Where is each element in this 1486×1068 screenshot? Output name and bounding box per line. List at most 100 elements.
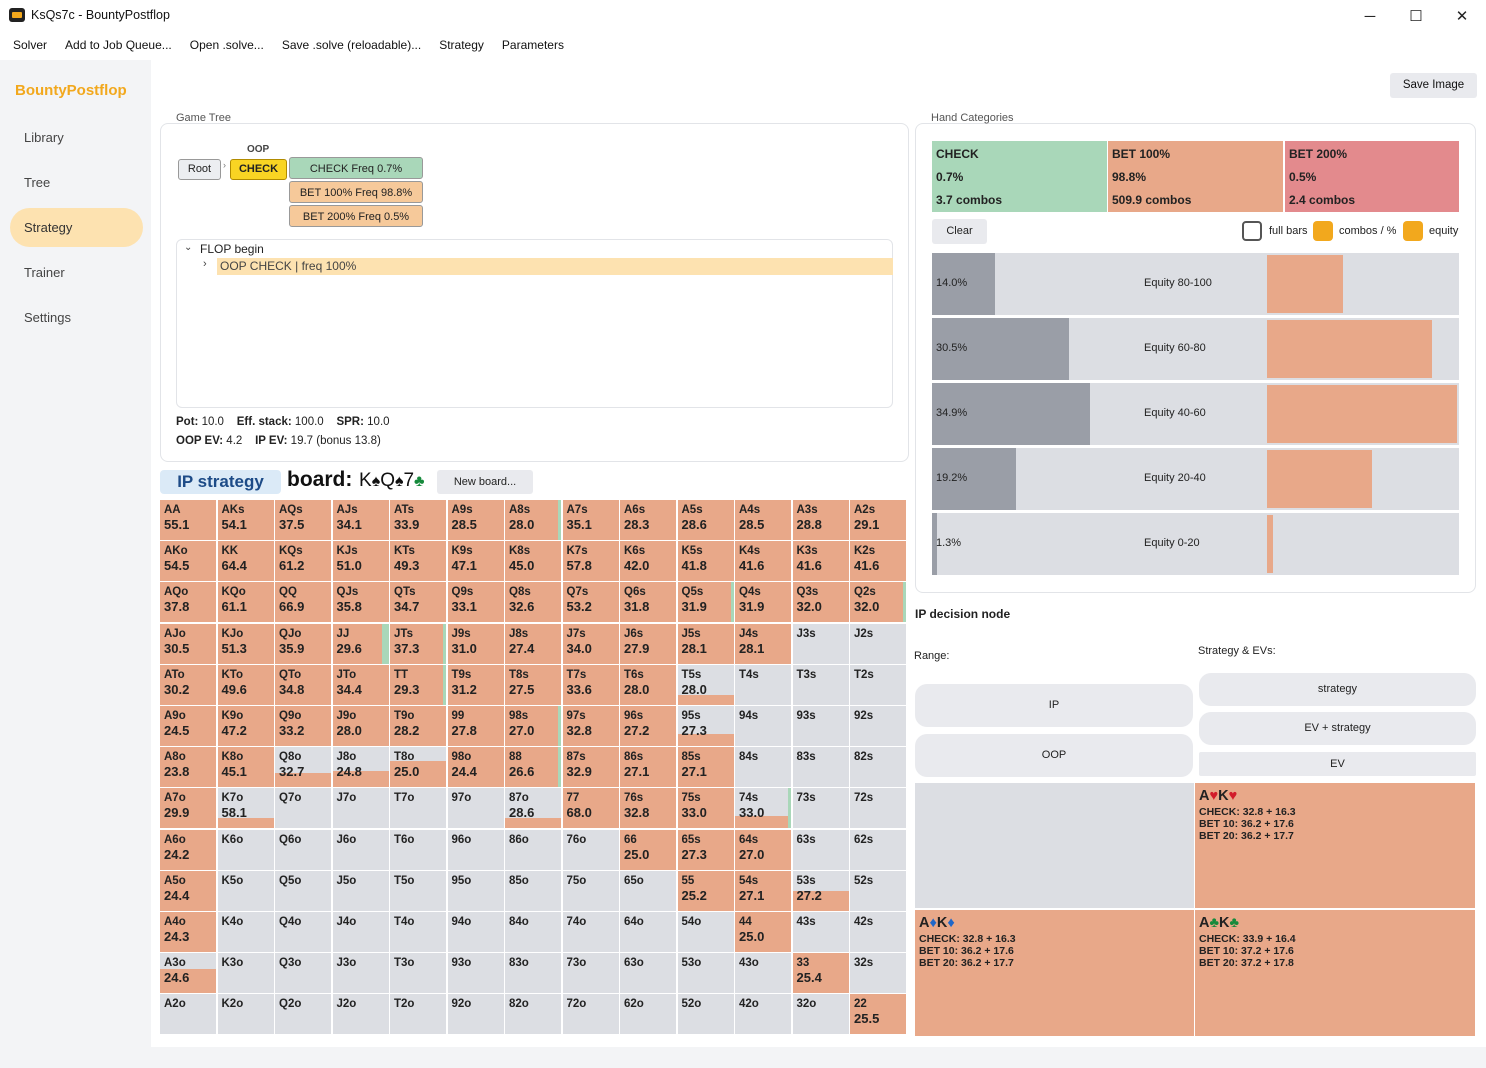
hand-cell[interactable]: K5s 41.8 [677,541,734,582]
hand-cell[interactable]: 72s [850,788,906,829]
combo-ackc[interactable]: A♣K♣ CHECK: 33.9 + 16.4 BET 10: 37.2 + 17… [1195,910,1475,1036]
minimize-button[interactable]: ─ [1364,7,1376,25]
sidebar-item-strategy[interactable]: Strategy [10,208,143,247]
hand-cell[interactable]: 99 27.8 [447,706,504,746]
hand-cell[interactable]: J7s 34.0 [562,623,619,664]
hand-cell[interactable]: 96o [447,829,504,870]
hand-cell[interactable]: 44 25.0 [735,912,791,952]
save-image-button[interactable]: Save Image [1390,73,1477,98]
hand-cell[interactable]: Q7o [275,788,331,829]
hand-cell[interactable]: T9s 31.2 [447,664,504,705]
hand-cell[interactable]: 64o [620,912,676,952]
hand-cell[interactable]: A3s 28.8 [792,500,849,540]
hand-cell[interactable]: K4o [217,912,274,952]
hand-cell[interactable]: T6s 28.0 [620,664,676,705]
equity-bucket-row[interactable]: 19.2% Equity 20-40 [932,448,1459,510]
hand-cell[interactable]: K6s 42.0 [620,541,676,582]
hand-cell[interactable]: J8s 27.4 [505,623,561,664]
hand-cell[interactable]: 52s [850,870,906,911]
hand-cell[interactable]: 74s 33.0 [735,788,791,829]
hand-cell[interactable]: AKo 54.5 [160,541,216,582]
hand-cell[interactable]: AKs 54.1 [217,500,274,540]
hand-cell[interactable]: K9s 47.1 [447,541,504,582]
hand-cell[interactable]: 75o [562,870,619,911]
hand-cell[interactable]: 52o [677,994,734,1035]
hand-cell[interactable]: KJo 51.3 [217,623,274,664]
hand-cell[interactable]: K5o [217,870,274,911]
hand-cell[interactable]: Q4o [275,912,331,952]
hand-cell[interactable]: T7o [390,788,446,829]
hand-cell[interactable]: 32s [850,953,906,994]
hand-cell[interactable]: JTo 34.4 [332,664,389,705]
combos-checkbox[interactable] [1313,221,1333,241]
hand-cell[interactable]: 42s [850,912,906,952]
hand-cell[interactable]: 53o [677,953,734,994]
combo-ahkh[interactable]: A♥K♥ CHECK: 32.8 + 16.3 BET 10: 36.2 + 17… [1195,783,1475,908]
hand-cell[interactable]: 83s [792,747,849,788]
hand-cell[interactable]: J6s 27.9 [620,623,676,664]
hand-cell[interactable]: 96s 27.2 [620,706,676,746]
hand-cell[interactable]: A7s 35.1 [562,500,619,540]
hand-cell[interactable]: 82s [850,747,906,788]
hand-cell[interactable]: AQo 37.8 [160,582,216,623]
hand-cell[interactable]: 43s [792,912,849,952]
hand-cell[interactable]: K2o [217,994,274,1035]
hand-cell[interactable]: 76s 32.8 [620,788,676,829]
hand-cell[interactable]: QTs 34.7 [390,582,446,623]
hand-cell[interactable]: Q7s 53.2 [562,582,619,623]
hand-cell[interactable]: J4s 28.1 [735,623,791,664]
sidebar-item-library[interactable]: Library [24,130,64,145]
hand-cell[interactable]: QJo 35.9 [275,623,331,664]
hand-cell[interactable]: 65s 27.3 [677,829,734,870]
hand-cell[interactable]: AQs 37.5 [275,500,331,540]
hand-cell[interactable]: A8s 28.0 [505,500,561,540]
hand-cell[interactable]: AJo 30.5 [160,623,216,664]
action-check-button[interactable]: CHECK Freq 0.7% [289,157,423,179]
tree-root-label[interactable]: FLOP begin [200,242,264,256]
hand-cell[interactable]: A8o 23.8 [160,747,216,788]
category-bet100[interactable]: BET 100% 98.8% 509.9 combos [1108,141,1283,212]
hand-cell[interactable]: Q3s 32.0 [792,582,849,623]
equity-checkbox[interactable] [1403,221,1423,241]
hand-cell[interactable]: 86o [505,829,561,870]
hand-cell[interactable]: K3s 41.6 [792,541,849,582]
hand-cell[interactable]: A5s 28.6 [677,500,734,540]
hand-cell[interactable]: TT 29.3 [390,664,446,705]
hand-cell[interactable]: 84s [735,747,791,788]
hand-cell[interactable]: A4s 28.5 [735,500,791,540]
hand-cell[interactable]: Q9o 33.2 [275,706,331,746]
range-ip-button[interactable]: IP [915,684,1193,727]
category-check[interactable]: CHECK 0.7% 3.7 combos [932,141,1107,212]
hand-cell[interactable]: 87s 32.9 [562,747,619,788]
hand-cell[interactable]: T3o [390,953,446,994]
close-button[interactable]: ✕ [1455,8,1469,25]
hand-cell[interactable]: J6o [332,829,389,870]
hand-cell[interactable]: 63o [620,953,676,994]
chevron-down-icon[interactable]: ⌄ [184,242,193,253]
hand-cell[interactable]: A7o 29.9 [160,788,216,829]
equity-bucket-row[interactable]: 30.5% Equity 60-80 [932,318,1459,380]
hand-cell[interactable]: A6o 24.2 [160,829,216,870]
hand-cell[interactable]: 62o [620,994,676,1035]
hand-cell[interactable]: KTs 49.3 [390,541,446,582]
hand-cell[interactable]: T4o [390,912,446,952]
hand-cell[interactable]: 73o [562,953,619,994]
hand-cell[interactable]: K8s 45.0 [505,541,561,582]
hand-cell[interactable]: J3o [332,953,389,994]
hand-cell[interactable]: A3o 24.6 [160,953,216,994]
hand-cell[interactable]: 95o [447,870,504,911]
hand-cell[interactable]: T8o 25.0 [390,747,446,788]
hand-cell[interactable]: 53s 27.2 [792,870,849,911]
hand-cell[interactable]: J5o [332,870,389,911]
hand-cell[interactable]: Q4s 31.9 [735,582,791,623]
hand-cell[interactable]: T7s 33.6 [562,664,619,705]
category-bet200[interactable]: BET 200% 0.5% 2.4 combos [1285,141,1459,212]
hand-cell[interactable]: 92s [850,706,906,746]
hand-cell[interactable]: KK 64.4 [217,541,274,582]
hand-cell[interactable]: AA 55.1 [160,500,216,540]
hand-cell[interactable]: K3o [217,953,274,994]
hand-cell[interactable]: T2s [850,664,906,705]
hand-cell[interactable]: K7s 57.8 [562,541,619,582]
hand-cell[interactable]: KQs 61.2 [275,541,331,582]
hand-cell[interactable]: T3s [792,664,849,705]
